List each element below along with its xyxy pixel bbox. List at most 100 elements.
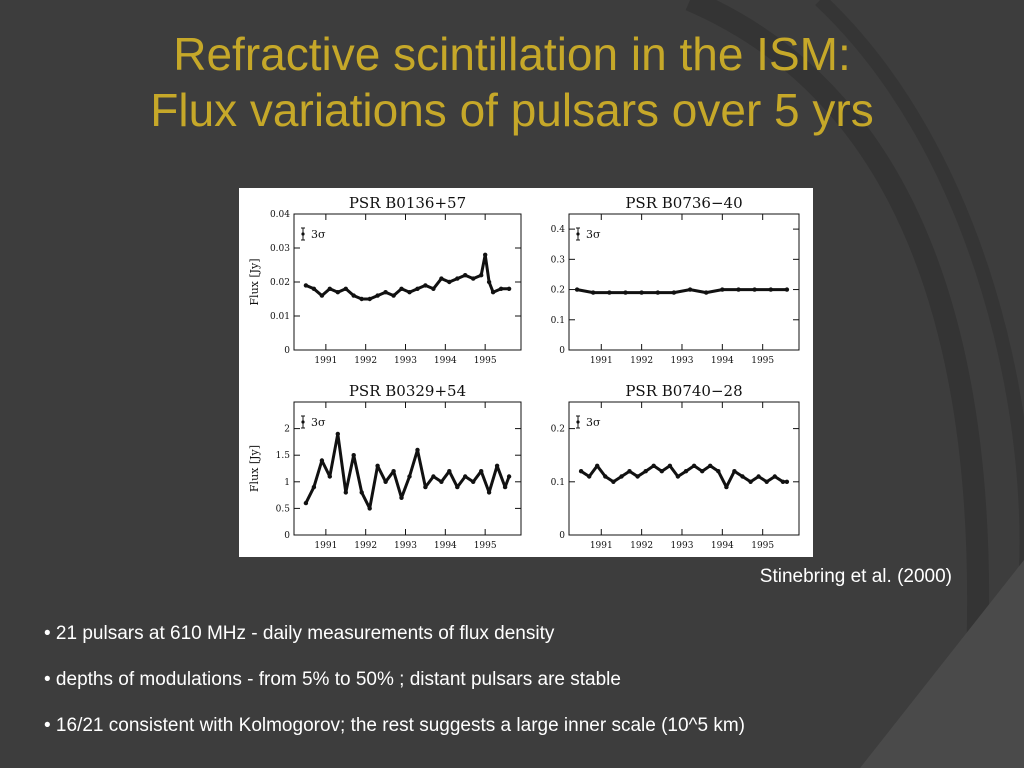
data-point [455, 276, 460, 281]
data-point [578, 469, 584, 474]
y-tick-label: 1 [284, 478, 290, 488]
y-tick-label: 0.03 [270, 244, 290, 254]
pulsar-flux-panels: PSR B0136+57 Flux [Jy] 1991 1992 1993 1994 199… [248, 194, 800, 551]
y-tick-label: 0.01 [270, 312, 290, 322]
data-point [375, 463, 380, 468]
data-point [587, 474, 592, 479]
data-point [651, 463, 656, 468]
data-point [351, 453, 356, 458]
data-point [704, 290, 709, 295]
data-point [399, 495, 404, 500]
data-point [683, 469, 689, 474]
data-point [724, 484, 729, 490]
data-point [303, 500, 309, 506]
bullet-list: • 21 pulsars at 610 MHz - daily measurem… [44, 622, 1004, 760]
y-tick-label: 0.4 [551, 225, 566, 235]
data-point [415, 447, 420, 453]
background-arc-inner [815, 0, 1024, 600]
data-point [415, 286, 420, 291]
x-tick-label: 1992 [630, 541, 653, 551]
data-point [619, 474, 624, 479]
data-point [486, 279, 492, 285]
data-point [675, 474, 681, 479]
data-point [335, 290, 340, 295]
x-tick-label: 1995 [474, 356, 497, 366]
y-tick-label: 0.5 [276, 504, 291, 514]
data-point [431, 286, 436, 291]
x-tick-label: 1993 [671, 541, 694, 551]
data-point [623, 290, 628, 295]
data-point [494, 463, 500, 468]
data-point [655, 290, 660, 295]
data-point [351, 293, 356, 298]
y-tick-label: 0.04 [270, 210, 290, 220]
data-point [498, 286, 504, 291]
y-tick-label: 0.1 [551, 316, 565, 326]
data-point [391, 469, 396, 474]
data-point [439, 276, 444, 281]
y-tick-label: 0 [284, 346, 290, 356]
data-point [502, 484, 508, 490]
data-point [447, 279, 452, 285]
data-point [479, 273, 484, 278]
data-point [732, 469, 737, 474]
data-point [506, 474, 512, 479]
data-point [720, 287, 725, 292]
data-point [359, 296, 364, 302]
data-point [463, 474, 468, 479]
data-point [764, 479, 769, 484]
data-point [447, 469, 452, 474]
data-point [756, 474, 761, 479]
data-point [319, 458, 325, 463]
plot-frame [293, 401, 522, 536]
data-point [506, 286, 512, 291]
background-arc-outer [685, 0, 990, 768]
error-bar-point [301, 420, 305, 424]
figure-citation: Stinebring et al. (2000) [759, 566, 952, 587]
x-tick-label: 1995 [474, 541, 497, 551]
data-point [367, 296, 372, 302]
bullet-item: • 21 pulsars at 610 MHz - daily measurem… [44, 623, 555, 644]
data-point [319, 293, 325, 298]
data-point [311, 286, 317, 291]
data-point [768, 287, 773, 292]
bullet-item: • 16/21 consistent with Kolmogorov; the … [44, 715, 745, 736]
data-point [359, 490, 364, 495]
data-point [780, 479, 786, 484]
data-point [399, 286, 404, 291]
data-point [375, 293, 380, 298]
data-point [479, 469, 484, 474]
x-tick-label: 1995 [751, 356, 774, 366]
data-point [700, 469, 705, 474]
y-tick-label: 2 [284, 425, 290, 435]
x-tick-label: 1994 [711, 541, 734, 551]
title-line-1: Refractive scintillation in the ISM: [173, 28, 851, 80]
data-point [343, 490, 348, 495]
x-tick-label: 1994 [434, 356, 457, 366]
data-point [574, 287, 580, 292]
y-tick-label: 0.2 [551, 425, 565, 435]
data-point [687, 287, 693, 292]
data-point [691, 463, 697, 468]
slide-title: Refractive scintillation in the ISM: Flu… [0, 26, 1024, 138]
data-point [327, 286, 332, 291]
error-bar-label: 3σ [311, 416, 326, 429]
x-tick-label: 1991 [314, 356, 337, 366]
data-point [343, 286, 348, 291]
y-tick-label: 0.2 [551, 286, 565, 296]
data-point [659, 469, 664, 474]
y-axis-label: Flux [Jy] [248, 445, 261, 492]
data-point [748, 479, 753, 484]
x-tick-label: 1991 [590, 356, 613, 366]
bullet-item: • depths of modulations - from 5% to 50%… [44, 669, 621, 690]
panel-title: PSR B0740−28 [625, 382, 742, 400]
data-point [607, 290, 612, 295]
data-point [595, 463, 600, 468]
error-bar-label: 3σ [311, 228, 326, 241]
plot-frame [568, 213, 800, 351]
x-tick-label: 1991 [590, 541, 613, 551]
series-line [576, 288, 787, 295]
data-point [367, 506, 372, 511]
error-bar-label: 3σ [586, 228, 601, 241]
